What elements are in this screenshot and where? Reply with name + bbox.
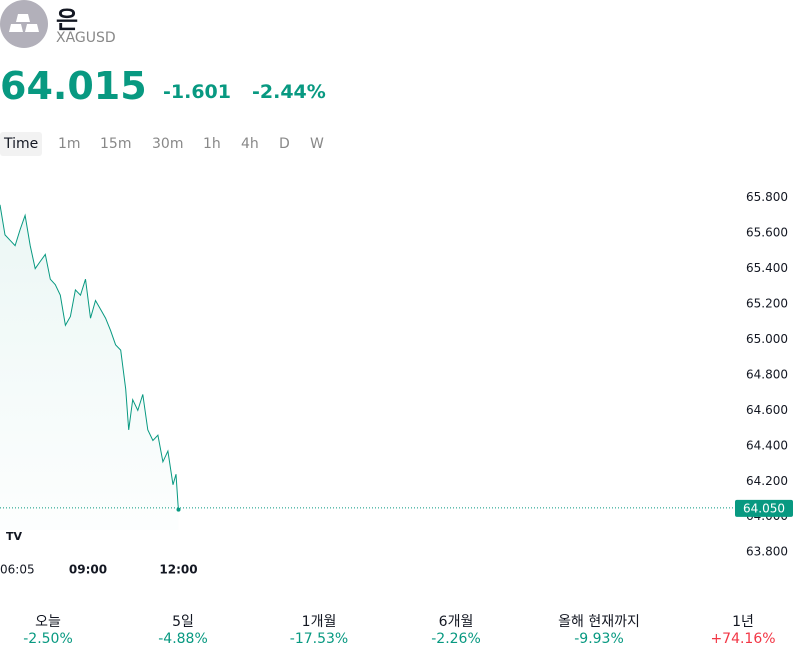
y-tick-label: 65.600	[746, 226, 788, 240]
last-price-box	[735, 499, 793, 517]
performance-label: 1년	[732, 614, 754, 630]
chart: TV 65.800 65.600 65.400 65.200 65.000 64.800 6…	[0, 180, 800, 577]
performance-label: 6개월	[438, 614, 474, 630]
timeframe-button[interactable]: 4h	[241, 136, 259, 152]
price: 64.015	[0, 64, 147, 108]
y-tick-label: 65.000	[746, 332, 788, 346]
performance-label: 올해 현재까지	[558, 614, 640, 630]
performance-value: -4.88%	[158, 631, 208, 647]
price-line	[0, 204, 179, 510]
timeframe-button[interactable]: 15m	[100, 136, 132, 152]
y-tick-label: 63.800	[746, 545, 788, 559]
timeframe-button[interactable]: W	[310, 136, 324, 152]
y-tick-label: 65.200	[746, 297, 788, 311]
timeframe-button[interactable]: 30m	[152, 136, 184, 152]
performance-value: +74.16%	[710, 631, 776, 647]
performance-label: 5일	[172, 614, 194, 630]
symbol: XAGUSD	[56, 30, 116, 46]
timeframe-button[interactable]: 1m	[58, 136, 81, 152]
performance-label: 1개월	[301, 614, 337, 630]
performance-value: -2.50%	[23, 631, 73, 647]
title: 은	[56, 6, 79, 34]
timeframe-button[interactable]: D	[279, 136, 290, 152]
performance-value: -9.93%	[574, 631, 624, 647]
last-point	[176, 507, 181, 512]
x-tick-label: 12:00	[159, 563, 197, 577]
change-percent: -2.44%	[252, 81, 326, 103]
y-tick-label: 64.200	[746, 474, 788, 488]
performance-label: 오늘	[35, 614, 61, 630]
y-tick-label: 64.600	[746, 403, 788, 417]
y-tick-label: 64.800	[746, 367, 788, 381]
timeframe-button[interactable]: Time	[0, 132, 43, 156]
x-tick-label: 09:00	[69, 563, 107, 577]
symbol-icon	[0, 0, 48, 48]
area	[0, 204, 179, 531]
x-tick-label: 06:05	[0, 563, 35, 577]
price-axis-bg	[735, 180, 800, 560]
y-tick-label: 64.400	[746, 438, 788, 452]
svg-text:TV: TV	[6, 530, 23, 543]
performance-value: -17.53%	[289, 631, 349, 647]
last-price-label: 64.050	[743, 501, 785, 515]
timeframe-button[interactable]: 1h	[203, 136, 221, 152]
y-tick-label: 65.800	[746, 190, 788, 204]
change: -1.601	[163, 81, 231, 103]
y-tick-label: 65.400	[746, 261, 788, 275]
performance-value: -2.26%	[431, 631, 481, 647]
